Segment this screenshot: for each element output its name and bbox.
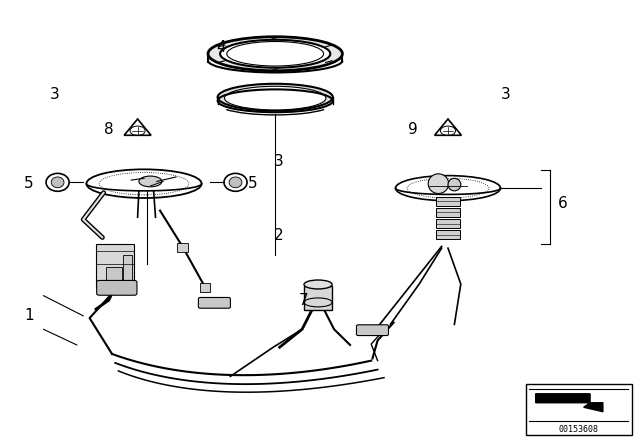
Bar [436,230,460,239]
Bar [96,244,134,287]
Ellipse shape [304,280,332,289]
Ellipse shape [139,176,162,187]
FancyBboxPatch shape [356,325,388,336]
Text: 3: 3 [273,154,284,169]
Ellipse shape [448,178,461,191]
Ellipse shape [46,173,69,191]
Text: 00153608: 00153608 [559,425,599,434]
Text: 8: 8 [104,122,114,138]
Ellipse shape [208,37,342,71]
Ellipse shape [428,174,449,194]
Ellipse shape [225,86,326,110]
Text: 3: 3 [500,86,511,102]
Text: 3: 3 [49,86,60,102]
Bar [304,286,332,310]
Bar [177,243,188,252]
Bar [200,283,210,292]
Text: 7: 7 [299,293,309,308]
Ellipse shape [220,40,330,68]
Ellipse shape [51,177,64,188]
Text: 4: 4 [216,39,226,55]
Bar [526,384,632,435]
Ellipse shape [396,176,500,201]
FancyBboxPatch shape [198,297,230,308]
Text: 1: 1 [24,308,34,323]
Polygon shape [124,119,151,135]
FancyBboxPatch shape [97,280,137,295]
Text: 2: 2 [273,228,284,243]
Bar [123,255,132,280]
Ellipse shape [218,84,333,111]
Text: 5: 5 [24,176,34,191]
Bar [436,219,460,228]
Ellipse shape [86,169,202,198]
Text: 9: 9 [408,122,418,138]
Polygon shape [536,394,603,412]
Text: 6: 6 [558,196,568,211]
Ellipse shape [224,173,247,191]
Text: 5: 5 [248,176,258,191]
Bar [436,208,460,217]
Polygon shape [435,119,461,135]
Bar [436,197,460,206]
Ellipse shape [229,177,242,188]
Bar [106,267,122,284]
